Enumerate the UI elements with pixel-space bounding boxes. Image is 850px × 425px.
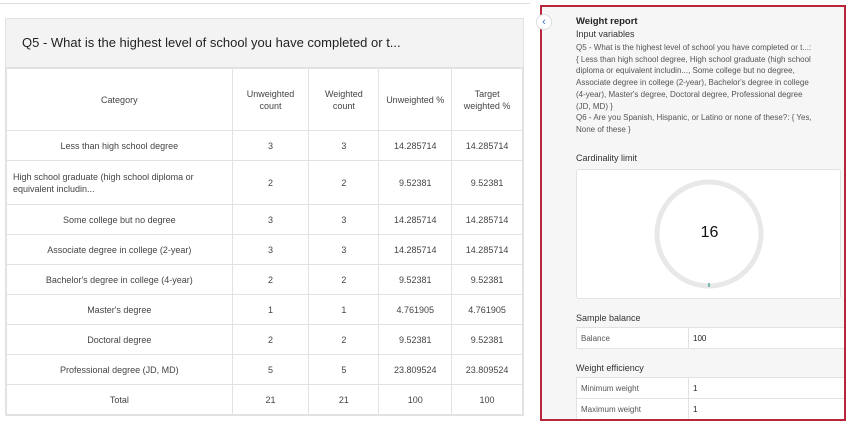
- weight-efficiency-table: Minimum weight 1 Maximum weight 1: [576, 377, 844, 419]
- value-cell: 9.52381: [378, 160, 453, 205]
- total-row: Total 21 21 100 100: [6, 384, 523, 415]
- value-cell: 9.52381: [451, 264, 523, 295]
- cardinality-label: Cardinality limit: [576, 153, 638, 163]
- value-cell: 14.285714: [378, 204, 453, 235]
- category-cell: Associate degree in college (2-year): [6, 234, 233, 265]
- table-row: Less than high school degree 3 3 14.285714 1…: [6, 130, 523, 161]
- value-cell: 2: [308, 264, 380, 295]
- max-weight-key: Maximum weight: [576, 398, 689, 419]
- value-cell: 3: [308, 234, 380, 265]
- cardinality-gauge: 16: [576, 169, 841, 299]
- value-cell: 5: [231, 354, 310, 385]
- category-cell: Total: [6, 384, 233, 415]
- category-cell: Doctoral degree: [6, 324, 233, 355]
- weight-report-panel: Weight report Input variables Q5 - What …: [540, 5, 846, 421]
- value-cell: 3: [308, 130, 380, 161]
- value-cell: 1: [308, 294, 380, 325]
- q6-variable: Q6 - Are you Spanish, Hispanic, or Latin…: [576, 113, 812, 134]
- value-cell: 3: [231, 204, 310, 235]
- category-cell: High school graduate (high school diplom…: [6, 160, 233, 205]
- gauge-ring: [654, 179, 764, 289]
- value-cell: 2: [231, 160, 310, 205]
- value-cell: 14.285714: [451, 234, 523, 265]
- value-cell: 21: [231, 384, 310, 415]
- column-header: Unweighted %: [378, 68, 453, 131]
- value-cell: 4.761905: [378, 294, 453, 325]
- value-cell: 14.285714: [378, 130, 453, 161]
- value-cell: 14.285714: [451, 130, 523, 161]
- balance-value: 100: [688, 327, 844, 349]
- min-weight-value: 1: [688, 377, 844, 399]
- value-cell: 2: [308, 160, 380, 205]
- table-row: Master's degree 1 1 4.761905 4.761905: [6, 294, 523, 325]
- column-header: Target weighted %: [451, 68, 523, 131]
- max-weight-value: 1: [688, 398, 844, 419]
- table-row: Doctoral degree 2 2 9.52381 9.52381: [6, 324, 523, 355]
- table-row: Associate degree in college (2-year) 3 3 14…: [6, 234, 523, 265]
- table-row: Bachelor's degree in college (4-year) 2 2 9…: [6, 264, 523, 295]
- value-cell: 9.52381: [378, 264, 453, 295]
- table-row: Some college but no degree 3 3 14.285714 14.…: [6, 204, 523, 235]
- value-cell: 4.761905: [451, 294, 523, 325]
- weight-efficiency-label: Weight efficiency: [576, 363, 644, 373]
- sample-balance-label: Sample balance: [576, 313, 641, 323]
- value-cell: 9.52381: [451, 160, 523, 205]
- value-cell: 9.52381: [451, 324, 523, 355]
- column-header: Weighted count: [308, 68, 380, 131]
- value-cell: 2: [231, 264, 310, 295]
- value-cell: 3: [231, 234, 310, 265]
- table-row: Professional degree (JD, MD) 5 5 23.809524 2…: [6, 354, 523, 385]
- column-header: Unweighted count: [231, 68, 310, 131]
- sample-balance-table: Balance 100: [576, 327, 844, 349]
- category-cell: Some college but no degree: [6, 204, 233, 235]
- collapse-panel-button[interactable]: ‹: [536, 14, 552, 30]
- value-cell: 5: [308, 354, 380, 385]
- value-cell: 23.809524: [378, 354, 453, 385]
- cardinality-value: 16: [700, 224, 719, 241]
- table-row: High school graduate (high school diplom…: [6, 160, 523, 205]
- value-cell: 14.285714: [378, 234, 453, 265]
- question-card: Q5 - What is the highest level of school…: [5, 18, 524, 416]
- divider: [0, 3, 530, 4]
- value-cell: 1: [231, 294, 310, 325]
- input-variables-label: Input variables: [576, 29, 635, 39]
- weight-table: Category Unweighted count Weighted count Un…: [6, 68, 523, 415]
- value-cell: 9.52381: [378, 324, 453, 355]
- category-cell: Professional degree (JD, MD): [6, 354, 233, 385]
- value-cell: 14.285714: [451, 204, 523, 235]
- value-cell: 100: [451, 384, 523, 415]
- balance-key: Balance: [576, 327, 689, 349]
- category-cell: Master's degree: [6, 294, 233, 325]
- column-header: Category: [6, 68, 233, 131]
- value-cell: 100: [378, 384, 453, 415]
- value-cell: 3: [231, 130, 310, 161]
- card-title: Q5 - What is the highest level of school…: [6, 19, 523, 68]
- value-cell: 2: [308, 324, 380, 355]
- category-cell: Bachelor's degree in college (4-year): [6, 264, 233, 295]
- chevron-left-icon: ‹: [542, 16, 546, 28]
- value-cell: 23.809524: [451, 354, 523, 385]
- min-weight-key: Minimum weight: [576, 377, 689, 399]
- value-cell: 2: [231, 324, 310, 355]
- value-cell: 21: [308, 384, 380, 415]
- panel-title: Weight report: [576, 16, 638, 27]
- category-cell: Less than high school degree: [6, 130, 233, 161]
- value-cell: 3: [308, 204, 380, 235]
- q5-variable: Q5 - What is the highest level of school…: [576, 43, 812, 111]
